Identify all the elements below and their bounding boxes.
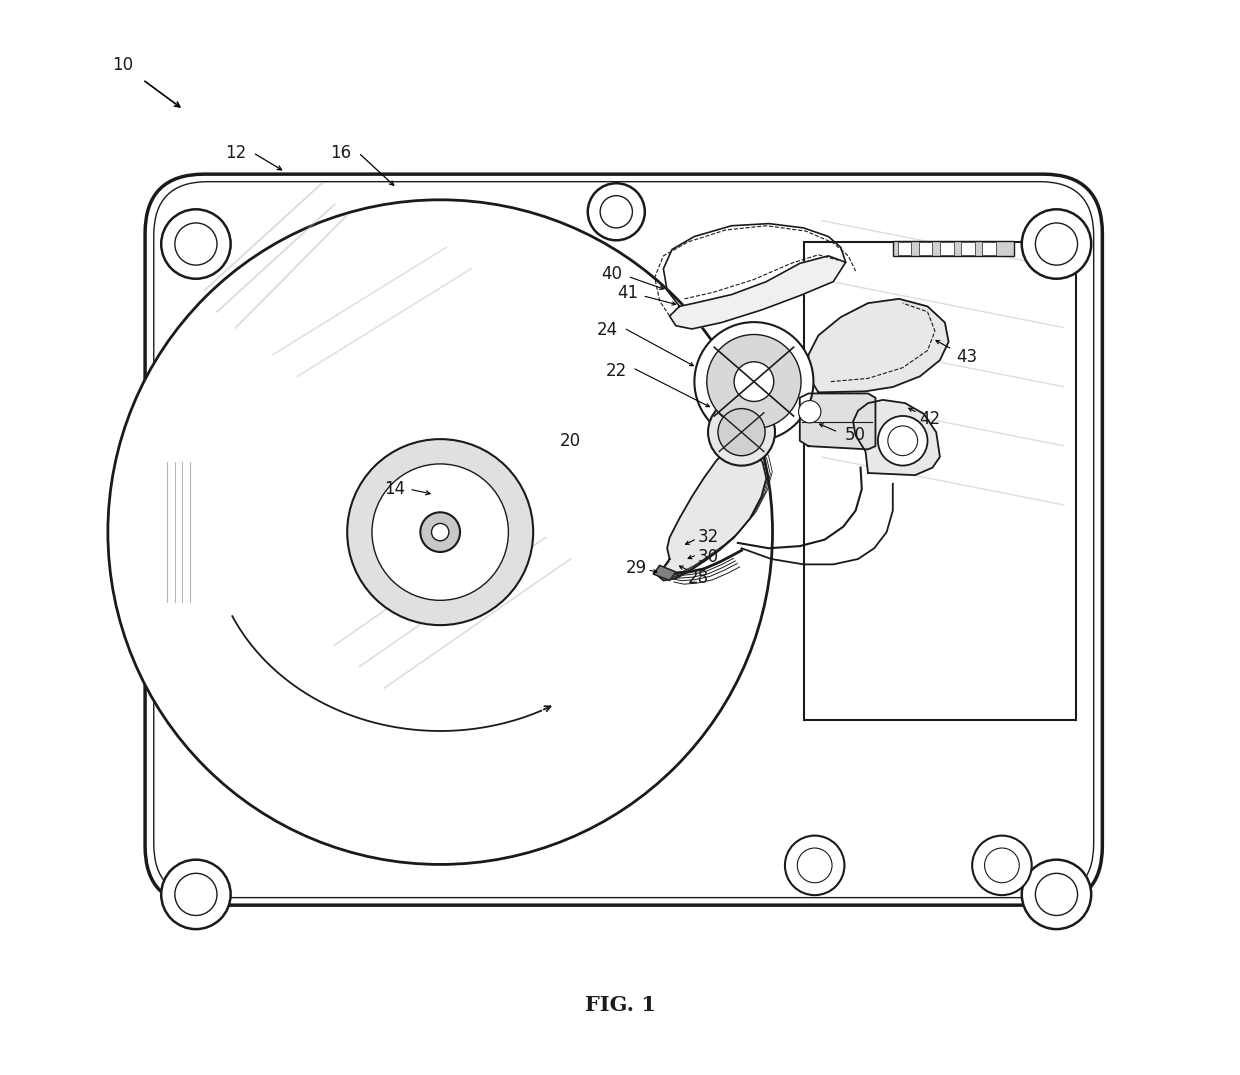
Circle shape	[734, 362, 774, 401]
Bar	[961, 242, 975, 255]
Circle shape	[985, 848, 1019, 883]
Circle shape	[797, 848, 832, 883]
Circle shape	[1035, 873, 1078, 916]
Circle shape	[707, 334, 801, 429]
Polygon shape	[853, 400, 940, 475]
Text: 41: 41	[616, 285, 639, 302]
Text: 40: 40	[601, 266, 621, 283]
Circle shape	[718, 408, 765, 456]
Circle shape	[785, 835, 844, 895]
Circle shape	[799, 401, 821, 422]
Circle shape	[588, 183, 645, 241]
Circle shape	[1035, 223, 1078, 266]
Bar	[893, 241, 1014, 256]
Circle shape	[420, 513, 460, 551]
Polygon shape	[653, 565, 676, 581]
Text: 20: 20	[559, 432, 582, 449]
Circle shape	[175, 873, 217, 916]
Text: 30: 30	[697, 548, 719, 565]
Text: 50: 50	[846, 427, 866, 444]
Circle shape	[1022, 860, 1091, 929]
Circle shape	[878, 416, 928, 465]
Circle shape	[694, 322, 813, 441]
Bar	[804, 242, 1076, 720]
Circle shape	[432, 524, 449, 541]
Polygon shape	[800, 393, 875, 449]
Circle shape	[600, 196, 632, 228]
Polygon shape	[670, 256, 846, 329]
Circle shape	[175, 223, 217, 266]
Text: 28: 28	[687, 570, 709, 587]
Text: 16: 16	[330, 144, 352, 161]
Text: 12: 12	[224, 144, 247, 161]
Text: 22: 22	[605, 362, 627, 379]
Text: 29: 29	[625, 559, 647, 576]
Circle shape	[972, 835, 1032, 895]
Circle shape	[347, 439, 533, 626]
Bar	[919, 242, 932, 255]
Circle shape	[888, 426, 918, 456]
Bar	[982, 242, 996, 255]
Text: FIG. 1: FIG. 1	[584, 995, 656, 1015]
Circle shape	[1022, 210, 1091, 278]
Polygon shape	[808, 299, 949, 392]
Circle shape	[161, 860, 231, 929]
Text: 32: 32	[697, 529, 719, 546]
Bar	[898, 242, 911, 255]
Circle shape	[161, 210, 231, 278]
Text: 24: 24	[596, 321, 619, 339]
Text: 10: 10	[112, 56, 134, 73]
Circle shape	[708, 399, 775, 465]
Circle shape	[108, 200, 773, 864]
Bar	[940, 242, 954, 255]
Text: 42: 42	[919, 411, 941, 428]
FancyBboxPatch shape	[145, 174, 1102, 905]
Circle shape	[372, 464, 508, 600]
Text: 43: 43	[956, 348, 978, 366]
Polygon shape	[657, 446, 766, 580]
Text: 14: 14	[383, 481, 405, 498]
